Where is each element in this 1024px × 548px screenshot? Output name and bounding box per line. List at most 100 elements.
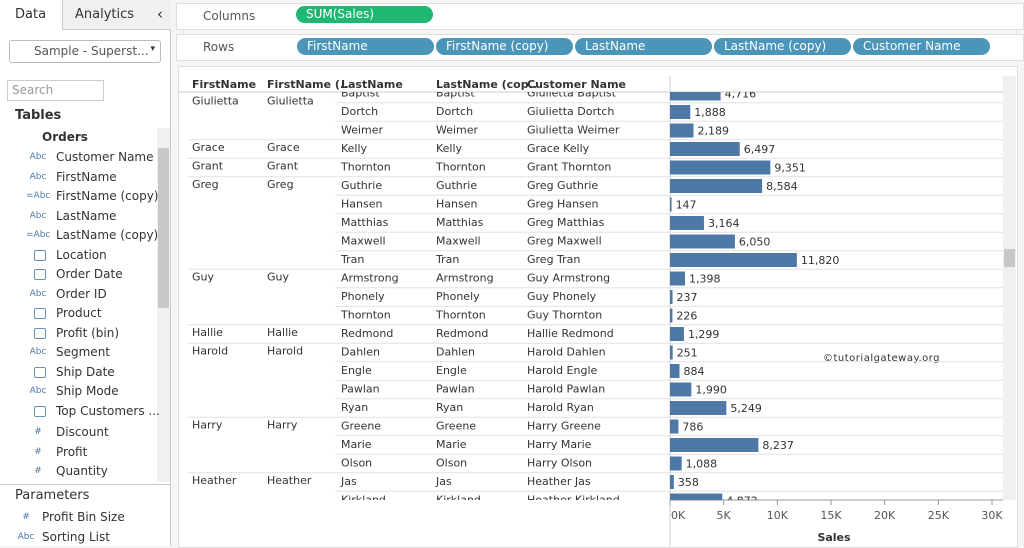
bar [670, 216, 704, 230]
cell: Dortch [436, 105, 473, 118]
column-header: LastName (cop.. [436, 78, 537, 91]
cell: Kirkland [341, 494, 386, 507]
datasource-box[interactable]: Sample - Superst... ▾ [9, 40, 161, 63]
field[interactable]: # Profit [0, 443, 155, 461]
value-label: 2,189 [697, 125, 729, 138]
table-name[interactable]: Orders [42, 130, 88, 144]
bar [670, 253, 797, 267]
column-header: FirstName (.. [267, 78, 348, 91]
field[interactable]: Product [0, 304, 155, 322]
bar [670, 197, 672, 212]
field-icon: Abc [29, 171, 47, 182]
cell: Harold Ryan [527, 401, 594, 414]
cell: Guy Armstrong [527, 272, 610, 285]
value-label: 5,249 [730, 402, 762, 415]
cell: Ryan [436, 401, 463, 414]
field-icon: # [34, 466, 42, 476]
pill[interactable]: LastName (copy) [714, 38, 851, 55]
cell: Grace [267, 141, 300, 154]
parameter[interactable]: # Profit Bin Size [0, 508, 155, 526]
tab[interactable]: Data [15, 7, 47, 22]
field-name: Discount [56, 425, 109, 439]
bar [670, 382, 692, 397]
scroll-thumb[interactable] [158, 148, 169, 308]
cell: Giulietta Weimer [527, 124, 620, 137]
cell: Phonely [341, 290, 385, 303]
search-box[interactable]: Search [7, 80, 104, 101]
pill[interactable]: LastName [575, 38, 712, 55]
field-name: Profit Bin Size [42, 510, 125, 524]
value-label: 6,497 [744, 143, 776, 156]
cell: Giulietta Baptist [527, 87, 617, 100]
value-label: 251 [677, 347, 698, 360]
value-label: 147 [676, 199, 697, 212]
cell: Guy [267, 271, 289, 284]
field-icon: =Abc [26, 230, 51, 240]
value-label: 1,088 [686, 458, 718, 471]
column-header: FirstName [192, 78, 256, 91]
cell: Greg [267, 178, 294, 191]
scroll-thumb[interactable] [1004, 249, 1015, 267]
x-tick-label: 10K [767, 509, 789, 522]
field[interactable]: Abc Segment [0, 343, 155, 361]
field[interactable]: Abc Order ID [0, 285, 155, 303]
value-label: 786 [682, 421, 703, 434]
cell: Harry Marie [527, 438, 592, 451]
cell: Thornton [340, 161, 391, 174]
cell: Ryan [341, 401, 368, 414]
bar [670, 345, 673, 360]
cell: Thornton [435, 309, 486, 322]
value-label: 1,398 [689, 273, 721, 286]
bar [670, 438, 759, 452]
cell: Baptist [341, 87, 380, 100]
pill[interactable]: FirstName (copy) [436, 38, 573, 55]
value-label: 8,584 [766, 180, 798, 193]
bar [670, 179, 763, 193]
field[interactable]: Location [0, 246, 155, 264]
cell: Harry [267, 419, 298, 432]
cell: Guthrie [341, 179, 382, 192]
field[interactable]: =Abc FirstName (copy) [0, 187, 159, 205]
cell: Hallie [192, 326, 223, 339]
value-label: 4,716 [725, 88, 757, 101]
scrollbar[interactable] [157, 128, 170, 482]
cell: Greg Tran [527, 253, 580, 266]
field-name: Ship Date [56, 364, 115, 379]
field[interactable]: # Quantity [0, 462, 155, 480]
field-icon [34, 249, 46, 261]
bar [670, 327, 684, 341]
value-label: 237 [677, 291, 698, 304]
field[interactable]: Order Date [0, 265, 155, 283]
pill[interactable]: SUM(Sales) [296, 6, 433, 23]
field[interactable]: Abc FirstName [0, 168, 155, 186]
field-name: Location [56, 247, 107, 262]
field-icon: Abc [17, 532, 35, 542]
cell: Grant [192, 160, 224, 173]
field-icon: # [34, 427, 42, 437]
field[interactable]: Abc Customer Name [0, 148, 155, 166]
value-label: 1,299 [688, 328, 720, 341]
field[interactable]: Top Customers ... [0, 402, 160, 420]
field[interactable]: Profit (bin) [0, 324, 155, 342]
field[interactable]: Abc Ship Mode [0, 382, 155, 400]
pill[interactable]: FirstName [297, 38, 434, 55]
collapse[interactable]: ‹ [157, 5, 163, 23]
x-tick-label: 0K [671, 509, 686, 522]
value-label: 226 [676, 310, 697, 323]
value-label: 9,351 [774, 162, 806, 175]
field[interactable]: Ship Date [0, 363, 155, 381]
pill[interactable]: Customer Name [853, 38, 990, 55]
tab[interactable]: Analytics [75, 7, 135, 22]
cell: Heather [267, 474, 312, 487]
cell: Phonely [436, 290, 480, 303]
parameter[interactable]: Abc Sorting List [0, 528, 155, 546]
cell: Kirkland [436, 494, 481, 507]
field[interactable]: Abc LastName [0, 207, 155, 225]
field-icon: Abc [29, 347, 47, 357]
field-icon: Abc [29, 288, 47, 299]
cell: Heather Kirkland [527, 494, 620, 507]
scrollbar[interactable] [1003, 76, 1016, 500]
field[interactable]: =Abc LastName (copy) [0, 226, 158, 244]
field[interactable]: # Discount [0, 423, 155, 441]
